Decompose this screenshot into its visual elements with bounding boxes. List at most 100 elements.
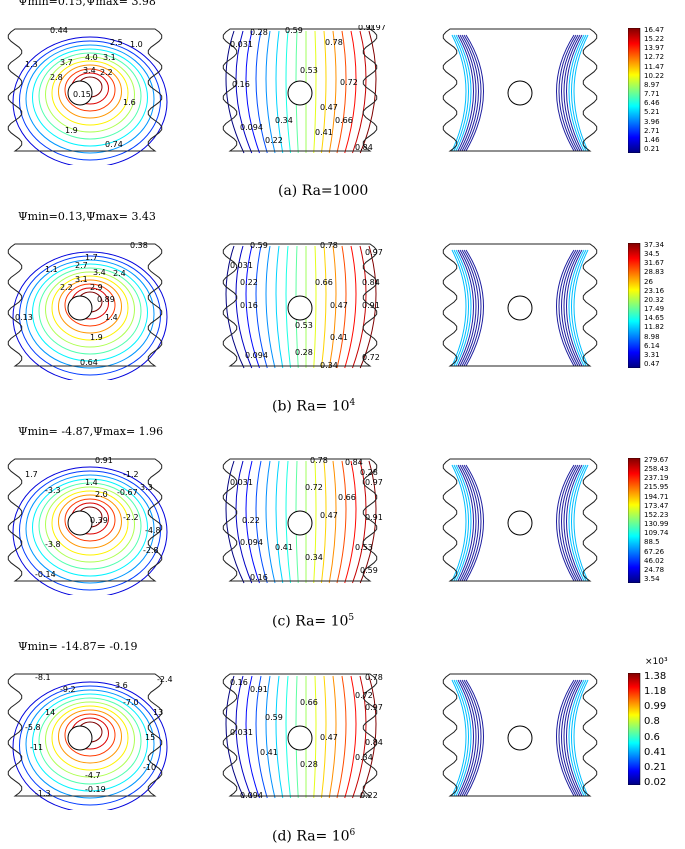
contour-label: 13 — [153, 708, 163, 717]
contour-label: 0.41 — [330, 333, 348, 342]
contour-label: 0.72 — [355, 691, 373, 700]
colorbar-tick: 23.16 — [644, 286, 665, 295]
colorbar-tick: 67.26 — [644, 547, 665, 556]
colorbar-tick: 7.71 — [644, 90, 660, 99]
contour-label: 0.41 — [260, 748, 278, 757]
contour-label: 2.8 — [50, 73, 63, 82]
contour-label: -1.3 — [35, 789, 51, 798]
colorbar — [628, 673, 641, 785]
contour-label: 4.0 — [85, 53, 98, 62]
contour-label: 0.094 — [245, 351, 268, 360]
streamlines-plot: 0.91 1.7 -1.2 1.4 2.0 -0.673.3 -3.3 0.39 -2.2 -4.… — [7, 456, 168, 595]
contour-label: 0.89 — [97, 295, 115, 304]
cylinder-shape — [67, 80, 93, 106]
colorbar-tick: 6.46 — [644, 99, 660, 108]
colorbar-tick: 0.21 — [644, 145, 660, 153]
contour-label: 0.34 — [305, 553, 323, 562]
contour-label: -9.2 — [60, 685, 76, 694]
contour-label: 0.78 — [325, 38, 343, 47]
contour-label: 1.9 — [65, 126, 78, 135]
contour-label: 2.4 — [113, 269, 126, 278]
contour-label: 0.97 — [368, 25, 386, 32]
contour-label: 0.53 — [300, 66, 318, 75]
contour-label: -0.14 — [35, 570, 56, 579]
contour-label: 0.59 — [250, 241, 268, 250]
contour-label: 0.34 — [355, 753, 373, 762]
contour-label: 0.28 — [360, 468, 378, 477]
contour-label: 0.16 — [232, 80, 250, 89]
contour-label: -8.1 — [35, 673, 51, 682]
contour-label: 0.97 — [365, 703, 383, 712]
contour-label: -2.4 — [157, 675, 173, 684]
isotherms-plot: 0.28 0.59 0.78 0.910.97 0.031 0.53 0.72 0.16 0.4… — [222, 25, 386, 154]
colorbar-tick: 3.31 — [644, 350, 660, 359]
colorbar-tick: 17.49 — [644, 305, 665, 314]
colorbar-tick: 237.19 — [644, 474, 669, 483]
colorbar — [628, 458, 641, 583]
subfigure-caption: (c) Ra= 105 — [272, 613, 355, 630]
colorbar-tick: 6.14 — [644, 341, 660, 350]
colorbar-tick: 10.22 — [644, 71, 665, 80]
cylinder-shape — [287, 295, 313, 321]
contour-label: 0.66 — [338, 493, 356, 502]
contour-label: -4.8 — [145, 526, 161, 535]
contour-label: 0.094 — [240, 791, 263, 800]
contour-label: 0.53 — [295, 321, 313, 330]
contour-label: 3.4 — [83, 66, 96, 75]
contour-label: 0.84 — [365, 738, 383, 747]
colorbar-tick: 215.95 — [644, 483, 669, 492]
colorbar-tick: 8.98 — [644, 332, 660, 341]
contour-label: 0.78 — [320, 241, 338, 250]
colorbar-tick: 13.97 — [644, 44, 665, 53]
contour-label: -3.3 — [45, 486, 61, 495]
cylinder-shape — [507, 725, 533, 751]
cylinder-shape — [507, 510, 533, 536]
colorbar-tick: 3.54 — [644, 575, 660, 583]
colorbar-tick: 26 — [644, 277, 653, 286]
contour-label: 0.41 — [275, 543, 293, 552]
contour-label: -1.2 — [123, 470, 139, 479]
colorbar — [628, 28, 641, 153]
contour-label: 0.91 — [365, 513, 383, 522]
contour-label: 1.9 — [90, 333, 103, 342]
contour-label: -2.2 — [123, 513, 139, 522]
contour-label: 0.28 — [295, 348, 313, 357]
colorbar-tick: 194.71 — [644, 492, 669, 501]
contour-label: -4.7 — [85, 771, 101, 780]
colorbar-tick: 11.47 — [644, 62, 665, 71]
colorbar-tick: 12.72 — [644, 53, 665, 62]
contour-label: 0.66 — [315, 278, 333, 287]
contour-label: 3.4 — [93, 268, 106, 277]
contour-label: 0.22 — [265, 136, 283, 145]
colorbar-tick: 1.46 — [644, 135, 660, 144]
contour-label: 0.97 — [365, 478, 383, 487]
colorbar-tick: 37.34 — [644, 241, 665, 249]
contour-label: 15 — [145, 733, 155, 742]
subfigure-caption: (d) Ra= 106 — [272, 828, 356, 845]
contour-label: 2.9 — [90, 283, 103, 292]
contour-label: 0.38 — [130, 241, 148, 250]
contour-label: 0.13 — [15, 313, 33, 322]
contour-label: 0.72 — [305, 483, 323, 492]
cylinder-shape — [287, 510, 313, 536]
contour-label: 0.16 — [250, 573, 268, 582]
contour-label: 0.094 — [240, 123, 263, 132]
colorbar-tick: 173.47 — [644, 501, 669, 510]
contour-label: 0.84 — [355, 143, 373, 152]
contour-label: 0.47 — [320, 103, 338, 112]
contour-label: 0.72 — [362, 353, 380, 362]
subfigure-caption: (a) Ra=1000 — [278, 183, 369, 199]
contour-label: 0.031 — [230, 728, 253, 737]
contour-label: 0.28 — [300, 760, 318, 769]
contour-label: 1.3 — [25, 60, 38, 69]
colorbar-tick: 0.02 — [644, 777, 667, 788]
contour-label: 1.4 — [105, 313, 118, 322]
contour-label: 0.47 — [330, 301, 348, 310]
colorbar-tick: 14.65 — [644, 314, 665, 323]
colorbar-tick: 24.78 — [644, 565, 665, 574]
colorbar-tick: 1.38 — [644, 671, 667, 682]
contour-label: 0.84 — [362, 278, 380, 287]
colorbar-tick: 130.99 — [644, 520, 669, 529]
contour-label: 0.031 — [230, 40, 253, 49]
colorbar-tick: 0.41 — [644, 746, 667, 758]
